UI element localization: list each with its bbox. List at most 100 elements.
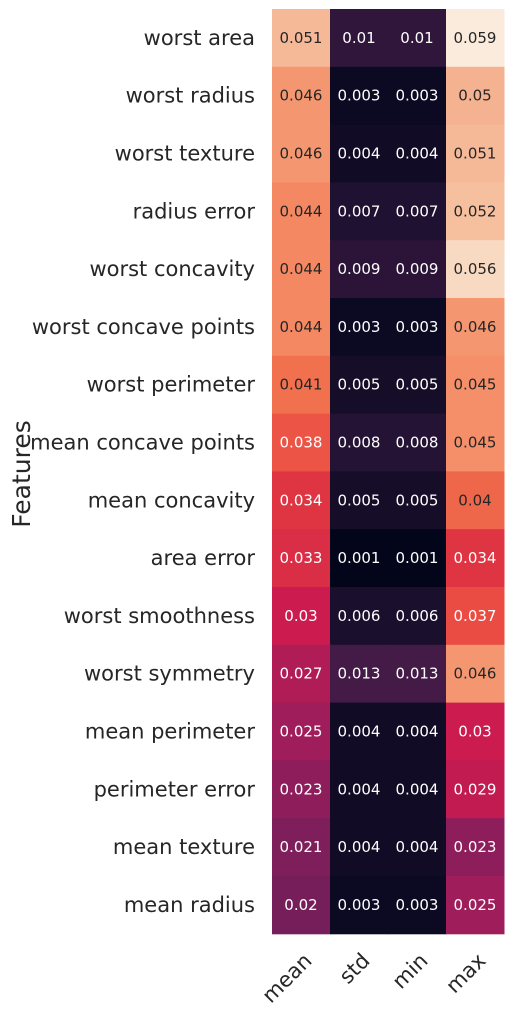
y-tick-label: worst texture [115, 142, 255, 166]
heatmap-cell [446, 876, 505, 935]
heatmap-cell [446, 818, 505, 877]
heatmap-cell [272, 355, 331, 415]
cell-value-label: 0.005 [338, 491, 381, 509]
cell-value-label: 0.03 [458, 723, 491, 741]
heatmap-cell [388, 587, 447, 646]
y-tick-label: perimeter error [94, 777, 256, 801]
heatmap-cell [446, 355, 505, 415]
y-tick-label: worst concavity [89, 257, 255, 281]
y-tick-label: radius error [133, 199, 256, 223]
cell-value-label: 0.007 [338, 202, 381, 220]
cell-value-label: 0.059 [454, 29, 497, 47]
cell-value-label: 0.046 [280, 145, 323, 163]
heatmap-cell [272, 760, 331, 819]
cell-value-label: 0.008 [338, 434, 381, 452]
cell-value-label: 0.008 [396, 434, 439, 452]
heatmap-cell [388, 876, 447, 935]
heatmap-cell [330, 413, 389, 472]
heatmap-cell [446, 9, 505, 68]
cell-value-label: 0.045 [454, 376, 497, 394]
y-tick-label: worst area [144, 26, 255, 50]
cell-value-label: 0.004 [396, 780, 439, 798]
heatmap-cell [446, 240, 505, 299]
heatmap-cell [388, 529, 447, 588]
cell-value-label: 0.025 [454, 896, 497, 914]
heatmap-cell [446, 124, 505, 183]
cell-value-label: 0.046 [454, 665, 497, 683]
heatmap-cell [330, 182, 389, 241]
cell-value-label: 0.029 [454, 780, 497, 798]
y-tick-label: mean perimeter [85, 720, 255, 744]
heatmap-cell [272, 413, 331, 472]
y-tick-label: mean texture [113, 835, 255, 859]
cell-value-label: 0.025 [280, 723, 323, 741]
y-tick-label: worst perimeter [87, 373, 256, 397]
cell-value-label: 0.05 [458, 87, 491, 105]
heatmap-cell [388, 66, 447, 126]
heatmap-cell [272, 66, 331, 126]
y-tick-label: mean concave points [30, 431, 255, 455]
heatmap-cell [272, 471, 331, 530]
cell-value-label: 0.005 [396, 491, 439, 509]
heatmap-cell [330, 124, 389, 183]
cell-value-label: 0.003 [338, 318, 381, 336]
cell-value-label: 0.02 [284, 896, 317, 914]
heatmap-cell [272, 702, 331, 761]
cell-value-label: 0.051 [280, 29, 323, 47]
cell-value-label: 0.051 [454, 145, 497, 163]
cell-value-label: 0.034 [280, 491, 323, 509]
cell-value-label: 0.004 [338, 723, 381, 741]
cell-value-label: 0.013 [396, 665, 439, 683]
heatmap-cell [446, 702, 505, 761]
cell-value-label: 0.034 [454, 549, 497, 567]
heatmap-cell [446, 471, 505, 530]
cell-value-label: 0.04 [458, 491, 491, 509]
heatmap-cell [446, 587, 505, 646]
heatmap-cell [388, 124, 447, 183]
heatmap-cell [388, 471, 447, 530]
cell-value-label: 0.001 [396, 549, 439, 567]
heatmap-cell [446, 66, 505, 126]
cell-value-labels: 0.051 0.01 0.01 0.059 0.046 0.003 0.003 0.05 0.0… [280, 29, 497, 914]
cell-value-label: 0.01 [400, 29, 433, 47]
heatmap-cell [330, 587, 389, 646]
heatmap-cell [388, 9, 447, 68]
cell-value-label: 0.013 [338, 665, 381, 683]
cell-value-label: 0.01 [342, 29, 375, 47]
heatmap-cell [272, 529, 331, 588]
y-tick-label: mean radius [124, 893, 255, 917]
cell-value-label: 0.006 [338, 607, 381, 625]
cell-value-label: 0.004 [396, 723, 439, 741]
cell-value-label: 0.023 [280, 780, 323, 798]
cell-value-label: 0.046 [280, 87, 323, 105]
heatmap-cell [446, 413, 505, 472]
heatmap-cell [446, 529, 505, 588]
y-tick-label: mean concavity [88, 488, 255, 512]
cell-value-label: 0.046 [454, 318, 497, 336]
x-tick-label: std [335, 949, 375, 989]
y-tick-label: worst concave points [32, 315, 255, 339]
x-tick-labels: mean std min max [257, 949, 490, 1008]
cell-value-label: 0.003 [338, 87, 381, 105]
heatmap-cell [272, 182, 331, 241]
cell-value-label: 0.037 [454, 607, 497, 625]
cell-value-label: 0.023 [454, 838, 497, 856]
heatmap-cell [330, 529, 389, 588]
heatmap-cell [388, 240, 447, 299]
heatmap-cell [446, 760, 505, 819]
cell-value-label: 0.004 [396, 838, 439, 856]
cell-value-label: 0.004 [338, 780, 381, 798]
cell-value-label: 0.005 [396, 376, 439, 394]
heatmap-cell [272, 818, 331, 877]
y-tick-labels: worst area worst radius worst texture radiu… [30, 26, 255, 917]
heatmap-cell [272, 124, 331, 183]
heatmap-cell [330, 702, 389, 761]
heatmap-cell [272, 240, 331, 299]
cell-value-label: 0.006 [396, 607, 439, 625]
cell-value-label: 0.021 [280, 838, 323, 856]
heatmap-cell [388, 355, 447, 415]
cell-value-label: 0.009 [338, 260, 381, 278]
heatmap-cell [330, 355, 389, 415]
heatmap-cell [330, 9, 389, 68]
